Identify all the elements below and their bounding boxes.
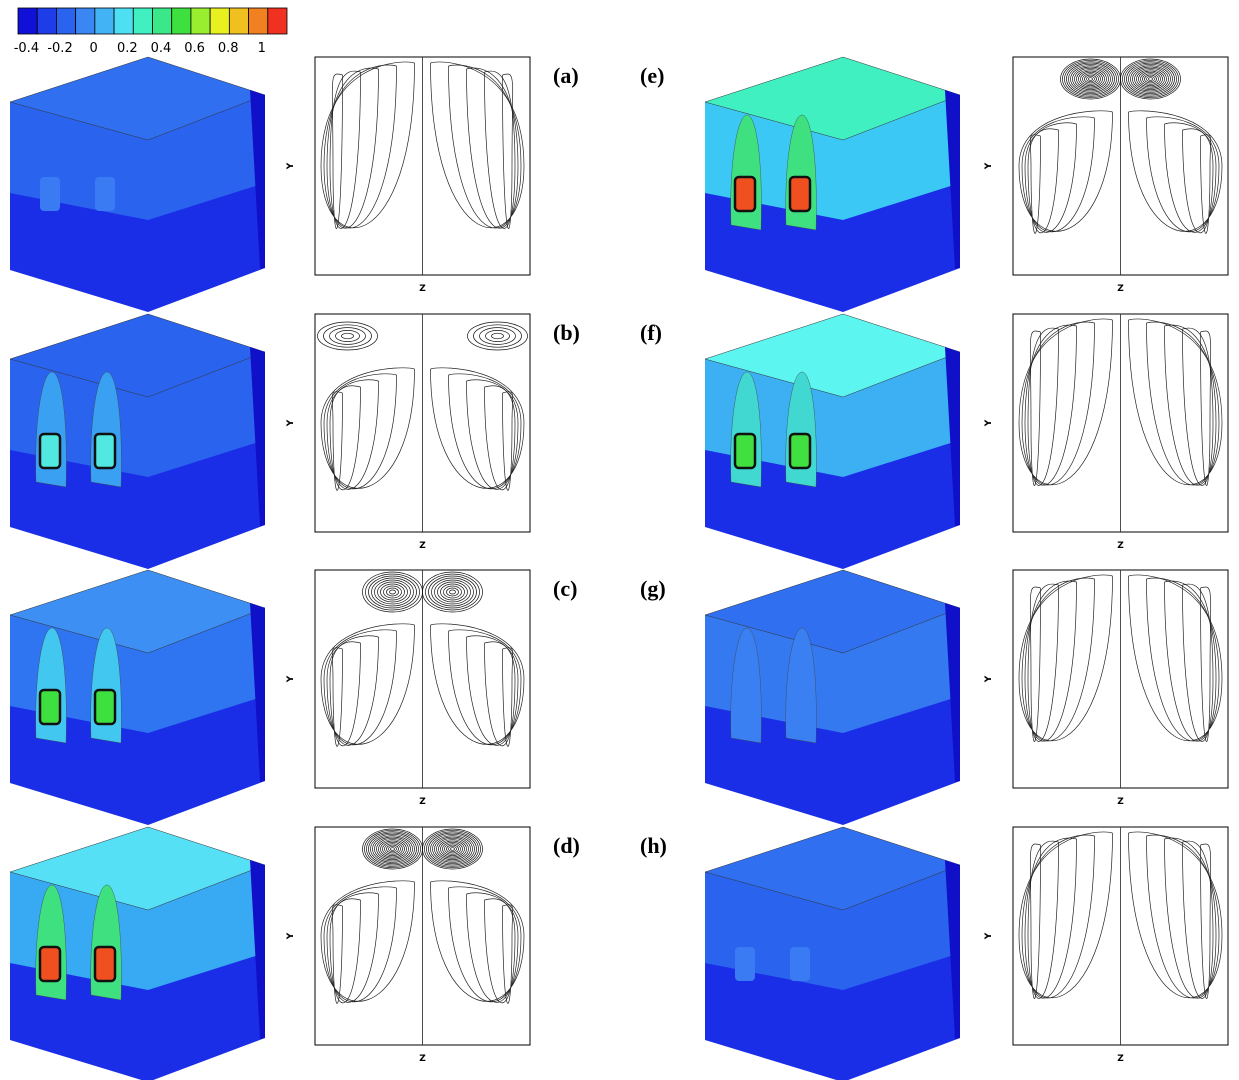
heater [40, 690, 60, 724]
y-axis-label: Y [984, 162, 994, 170]
panel: (c) Y Z [10, 570, 577, 825]
z-axis-label: Z [419, 797, 426, 807]
z-axis-label: Z [419, 1054, 426, 1064]
colorbar-tick-label: 1 [258, 41, 266, 56]
y-axis-label: Y [984, 675, 994, 683]
heater [790, 177, 810, 211]
colorbar-tick-label: 0.4 [151, 41, 172, 56]
panel: (b) Y Z [10, 314, 580, 569]
colorbar-tick-label: -0.4 [14, 41, 39, 56]
colorbar-tick-label: 0.2 [117, 41, 138, 56]
panel: (e) Y Z [640, 57, 1228, 312]
colorbar-swatch [249, 8, 268, 34]
heater [735, 947, 755, 981]
colorbar-swatch [229, 8, 248, 34]
y-axis-label: Y [286, 162, 296, 170]
colorbar-swatch [133, 8, 152, 34]
y-axis-label: Y [286, 419, 296, 427]
panel-label: (h) [640, 833, 667, 858]
y-axis-label: Y [984, 932, 994, 940]
heater [735, 177, 755, 211]
z-axis-label: Z [419, 284, 426, 294]
colorbar-swatch [76, 8, 95, 34]
colorbar-swatch [95, 8, 114, 34]
panel-label: (a) [553, 63, 579, 88]
heater [790, 947, 810, 981]
z-axis-label: Z [419, 541, 426, 551]
panel: (f) Y Z [640, 314, 1228, 569]
colorbar-swatch [18, 8, 37, 34]
y-axis-label: Y [286, 932, 296, 940]
colorbar-swatch [191, 8, 210, 34]
panel-label: (c) [553, 576, 577, 601]
z-axis-label: Z [1117, 797, 1124, 807]
colorbar-swatch [56, 8, 75, 34]
z-axis-label: Z [1117, 541, 1124, 551]
heater [40, 947, 60, 981]
panel-label: (e) [640, 63, 664, 88]
panel-label: (g) [640, 576, 666, 601]
colorbar-tick-label: 0.6 [184, 41, 205, 56]
colorbar-tick-label: 0 [90, 41, 98, 56]
heater [40, 434, 60, 468]
colorbar-swatch [268, 8, 287, 34]
colorbar-swatch [172, 8, 191, 34]
z-axis-label: Z [1117, 284, 1124, 294]
heater [95, 177, 115, 211]
heater [40, 177, 60, 211]
colorbar-tick-label: -0.2 [47, 41, 72, 56]
panel-label: (b) [553, 320, 580, 345]
z-axis-label: Z [1117, 1054, 1124, 1064]
figure: -0.4-0.200.20.40.60.81(a)YZ(b)YZ(c)YZ(d)… [0, 0, 1239, 1080]
panel-label: (f) [640, 320, 662, 345]
heater [95, 947, 115, 981]
heater [95, 434, 115, 468]
heater [790, 434, 810, 468]
colorbar-swatch [114, 8, 133, 34]
y-axis-label: Y [984, 419, 994, 427]
colorbar-tick-label: 0.8 [218, 41, 239, 56]
colorbar-swatch [153, 8, 172, 34]
heater [95, 690, 115, 724]
panel-label: (d) [553, 833, 580, 858]
colorbar-swatch [37, 8, 56, 34]
colorbar-swatch [210, 8, 229, 34]
heater [735, 434, 755, 468]
panel: (d) Y Z [10, 827, 580, 1080]
panel: (a) Y Z [10, 57, 579, 312]
panel: (g) Y Z [640, 570, 1228, 825]
y-axis-label: Y [286, 675, 296, 683]
panel: (h) Y Z [640, 827, 1228, 1080]
